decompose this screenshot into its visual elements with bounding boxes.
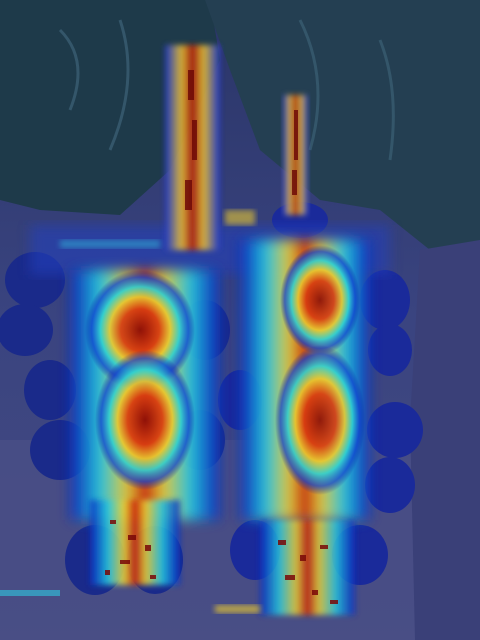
leaf [205, 0, 480, 260]
post [410, 240, 480, 640]
